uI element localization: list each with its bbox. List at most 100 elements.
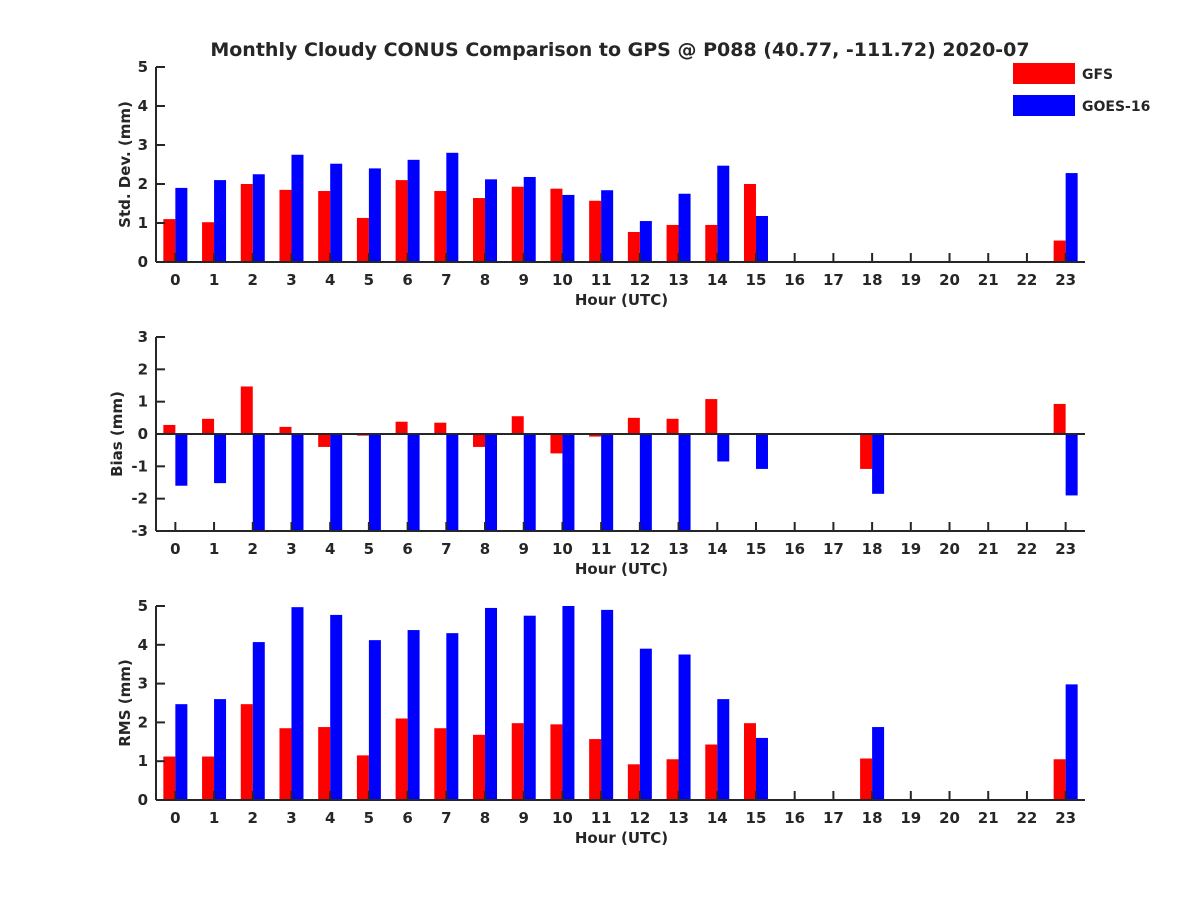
y-tick-label: 3 bbox=[138, 136, 148, 154]
bar-gfs-hour-5 bbox=[356, 217, 369, 262]
bar-gfs-hour-0 bbox=[163, 756, 176, 800]
x-axis-label: Hour (UTC) bbox=[575, 829, 668, 847]
bar-gfs-hour-12 bbox=[627, 231, 640, 262]
bar-gfs-hour-8 bbox=[473, 198, 486, 262]
bar-gfs-hour-23 bbox=[1053, 240, 1066, 262]
x-tick-label: 4 bbox=[325, 809, 335, 827]
bar-gfs-hour-10 bbox=[550, 434, 563, 454]
bar-goes16-hour-14 bbox=[717, 434, 730, 462]
x-tick-label: 19 bbox=[900, 271, 921, 289]
bar-goes16-hour-11 bbox=[601, 434, 614, 531]
y-tick-label: -3 bbox=[131, 522, 148, 540]
bar-goes16-hour-8 bbox=[485, 179, 498, 262]
bar-gfs-hour-14 bbox=[705, 399, 718, 434]
x-tick-label: 16 bbox=[784, 540, 805, 558]
x-tick-label: 14 bbox=[707, 540, 728, 558]
x-tick-label: 19 bbox=[900, 809, 921, 827]
bar-goes16-hour-3 bbox=[291, 434, 304, 531]
bar-goes16-hour-7 bbox=[446, 633, 459, 800]
bar-gfs-hour-23 bbox=[1053, 759, 1066, 800]
y-tick-label: -1 bbox=[131, 457, 148, 475]
x-tick-label: 20 bbox=[939, 271, 960, 289]
bar-goes16-hour-2 bbox=[252, 642, 265, 800]
x-tick-label: 10 bbox=[552, 271, 573, 289]
bar-goes16-hour-3 bbox=[291, 607, 304, 800]
bar-goes16-hour-4 bbox=[330, 163, 343, 262]
bar-gfs-hour-2 bbox=[240, 704, 253, 800]
bar-goes16-hour-7 bbox=[446, 152, 459, 262]
x-tick-label: 1 bbox=[209, 809, 219, 827]
y-tick-label: 0 bbox=[138, 791, 148, 809]
x-tick-label: 16 bbox=[784, 809, 805, 827]
bar-goes16-hour-11 bbox=[601, 190, 614, 262]
y-tick-label: 3 bbox=[138, 675, 148, 693]
bar-gfs-hour-7 bbox=[434, 422, 447, 434]
bar-gfs-hour-5 bbox=[356, 755, 369, 800]
bar-goes16-hour-23 bbox=[1065, 434, 1078, 496]
x-tick-label: 0 bbox=[170, 271, 180, 289]
bar-gfs-hour-2 bbox=[240, 184, 253, 262]
x-tick-label: 1 bbox=[209, 271, 219, 289]
x-tick-label: 2 bbox=[248, 540, 258, 558]
x-tick-label: 17 bbox=[823, 271, 844, 289]
y-tick-label: 2 bbox=[138, 175, 148, 193]
x-tick-label: 22 bbox=[1017, 540, 1038, 558]
bar-gfs-hour-23 bbox=[1053, 403, 1066, 434]
bar-gfs-hour-14 bbox=[705, 224, 718, 262]
x-tick-label: 8 bbox=[480, 809, 490, 827]
x-tick-label: 23 bbox=[1055, 540, 1076, 558]
x-tick-label: 10 bbox=[552, 540, 573, 558]
x-tick-label: 7 bbox=[441, 271, 451, 289]
bar-gfs-hour-11 bbox=[589, 739, 602, 800]
bar-goes16-hour-8 bbox=[485, 434, 498, 531]
x-tick-label: 9 bbox=[519, 540, 529, 558]
bar-gfs-hour-18 bbox=[860, 434, 873, 469]
y-axis-label: Bias (mm) bbox=[108, 391, 126, 477]
bar-gfs-hour-13 bbox=[666, 418, 679, 434]
bar-gfs-hour-10 bbox=[550, 724, 563, 800]
bar-goes16-hour-6 bbox=[407, 159, 420, 262]
y-tick-label: 4 bbox=[138, 97, 148, 115]
x-tick-label: 2 bbox=[248, 271, 258, 289]
bar-gfs-hour-4 bbox=[318, 434, 331, 447]
bar-gfs-hour-3 bbox=[279, 189, 292, 262]
x-tick-label: 14 bbox=[707, 809, 728, 827]
bar-gfs-hour-0 bbox=[163, 424, 176, 434]
bar-goes16-hour-9 bbox=[523, 434, 536, 531]
x-tick-label: 6 bbox=[402, 809, 412, 827]
x-tick-label: 8 bbox=[480, 540, 490, 558]
bar-goes16-hour-18 bbox=[872, 434, 885, 494]
bar-goes16-hour-10 bbox=[562, 434, 575, 531]
y-tick-label: 2 bbox=[138, 713, 148, 731]
bar-goes16-hour-10 bbox=[562, 194, 575, 262]
bar-goes16-hour-15 bbox=[755, 737, 768, 800]
x-tick-label: 17 bbox=[823, 809, 844, 827]
bar-goes16-hour-5 bbox=[368, 434, 381, 531]
bar-goes16-hour-1 bbox=[214, 180, 227, 262]
x-tick-label: 9 bbox=[519, 271, 529, 289]
x-tick-label: 13 bbox=[668, 540, 689, 558]
x-tick-label: 17 bbox=[823, 540, 844, 558]
bar-gfs-hour-10 bbox=[550, 188, 563, 262]
chart-title: Monthly Cloudy CONUS Comparison to GPS @… bbox=[210, 39, 1029, 61]
x-tick-label: 7 bbox=[441, 540, 451, 558]
legend-label-goes16: GOES-16 bbox=[1082, 99, 1150, 115]
bar-gfs-hour-7 bbox=[434, 728, 447, 800]
bar-gfs-hour-3 bbox=[279, 728, 292, 800]
bar-goes16-hour-10 bbox=[562, 606, 575, 800]
x-tick-label: 4 bbox=[325, 271, 335, 289]
bar-goes16-hour-3 bbox=[291, 154, 304, 262]
x-tick-label: 15 bbox=[746, 809, 767, 827]
legend-swatch-goes16 bbox=[1013, 95, 1075, 116]
y-tick-label: 5 bbox=[138, 58, 148, 76]
x-axis-label: Hour (UTC) bbox=[575, 560, 668, 578]
x-tick-label: 19 bbox=[900, 540, 921, 558]
y-tick-label: 4 bbox=[138, 636, 148, 654]
x-tick-label: 13 bbox=[668, 271, 689, 289]
x-tick-label: 21 bbox=[978, 271, 999, 289]
x-tick-label: 20 bbox=[939, 809, 960, 827]
bar-goes16-hour-5 bbox=[368, 168, 381, 262]
bar-gfs-hour-11 bbox=[589, 434, 602, 437]
x-tick-label: 22 bbox=[1017, 271, 1038, 289]
bar-goes16-hour-8 bbox=[485, 607, 498, 800]
